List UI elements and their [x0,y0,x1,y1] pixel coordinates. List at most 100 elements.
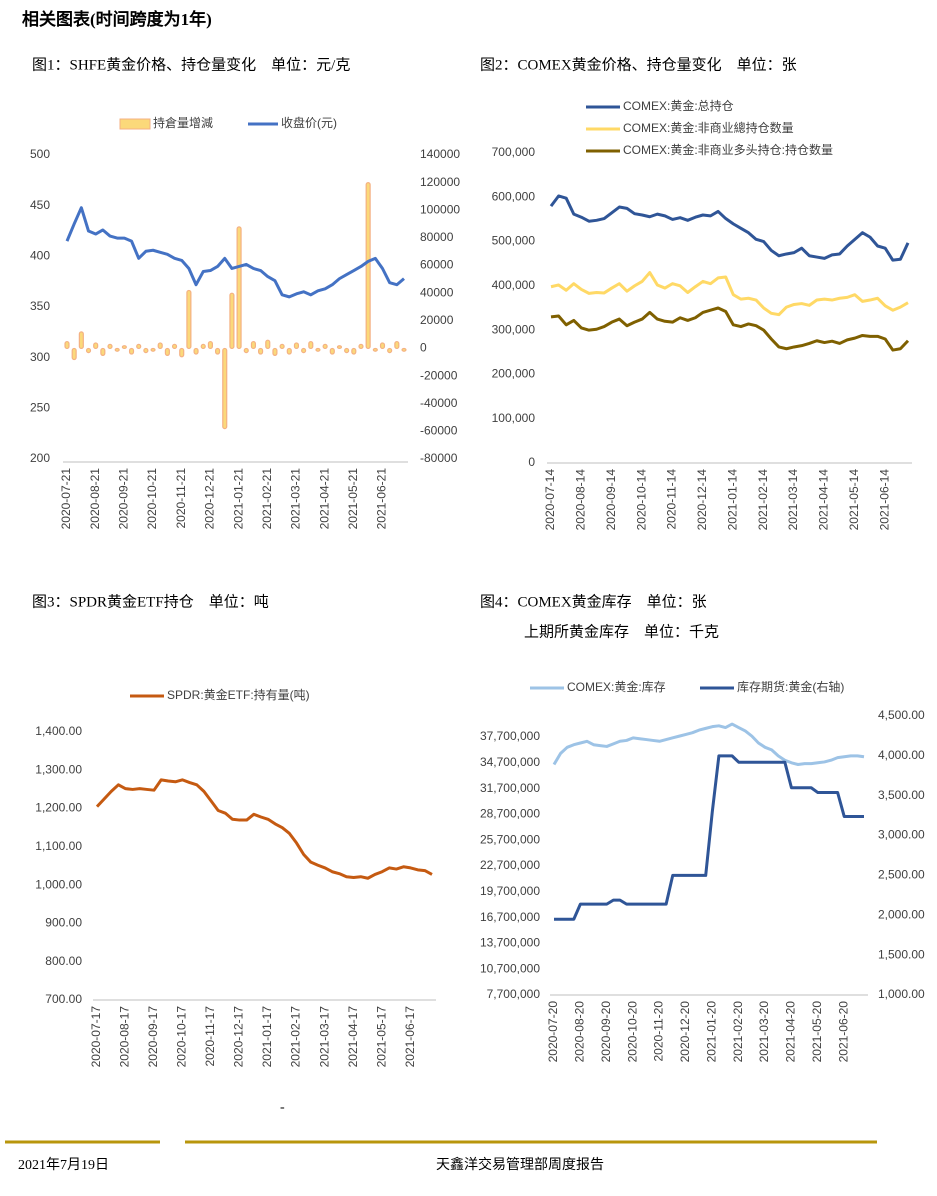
chart-title: 图3：SPDR黄金ETF持仓 单位：吨 [32,593,269,610]
legend-label: COMEX:黄金:非商业多头持仓:持仓数量 [623,142,833,157]
bar [293,342,300,350]
x-tick-label: 2020-10-21 [145,468,159,530]
bar [114,347,120,352]
x-tick-label: 2020-11-14 [665,469,679,530]
x-tick-label: 2020-07-14 [543,469,557,531]
line-series [550,306,910,352]
line-series [550,271,909,317]
x-tick-label: 2020-07-17 [89,1006,103,1068]
y-tick-label: 300,000 [492,322,536,336]
bar [379,342,386,350]
y-tick-label: 140000 [420,147,460,161]
bar [387,347,393,354]
bar [93,342,99,350]
bar [157,342,163,350]
y-tick-label: 34,700,000 [480,755,540,769]
bar [229,292,235,350]
x-tick-label: 2020-10-20 [625,1001,639,1063]
x-tick-label: 2021-06-14 [877,469,891,531]
bar [394,340,400,350]
x-tick-label: 2021-06-17 [403,1006,417,1068]
y-tick-label: 4,500.00 [878,708,925,722]
y-tick-label: 80000 [420,230,454,244]
bar [336,345,343,350]
x-tick-label: 2020-09-14 [604,469,618,531]
y-tick-label: 700,000 [492,145,536,159]
x-tick-label: 2020-09-17 [146,1006,160,1068]
y-tick-label: 22,700,000 [480,858,540,872]
bar [344,347,350,354]
y-tick-label: 600,000 [492,189,536,203]
bar [329,347,335,355]
legend-swatch [119,118,151,130]
bar [207,340,213,350]
bar [250,340,256,350]
bar [71,347,77,361]
x-tick-label: 2020-08-20 [573,1001,587,1063]
y-tick-label: -80000 [420,451,458,465]
x-tick-label: 2021-01-20 [704,1001,718,1063]
y-tick-label: 4,000.00 [878,748,925,762]
y-tick-label: 900.00 [45,916,82,930]
bar [401,347,407,352]
x-tick-label: 2021-04-21 [317,468,331,530]
y-tick-label: 800.00 [45,954,82,968]
y-tick-label: 2,000.00 [878,907,925,921]
x-tick-label: 2021-01-21 [231,468,245,530]
y-tick-label: 10,700,000 [480,961,540,975]
x-tick-label: 2020-10-17 [175,1006,189,1068]
y-tick-label: 1,200.00 [35,801,82,815]
y-tick-label: 16,700,000 [480,910,540,924]
chart-title: 图1：SHFE黄金价格、持仓量变化 单位：元/克 [32,56,350,73]
bar [200,343,206,350]
x-tick-label: 2020-10-14 [634,469,648,531]
bar [358,343,364,350]
y-tick-label: 7,700,000 [487,987,541,1001]
line-series [65,206,405,299]
bar [186,289,192,350]
bar [286,347,292,355]
x-tick-label: 2020-12-21 [203,468,217,530]
bar [215,347,221,355]
y-tick-label: 100,000 [492,411,536,425]
y-tick-label: 20000 [420,313,454,327]
footer-date: 2021年7月19日 [18,1157,109,1173]
bar [107,343,113,350]
x-tick-label: 2020-12-20 [678,1001,692,1063]
y-tick-label: 200,000 [492,367,536,381]
y-tick-label: 200 [30,451,50,465]
legend-label: COMEX:黄金:库存 [567,679,666,694]
y-tick-label: 25,700,000 [480,832,540,846]
y-tick-label: 40000 [420,285,454,299]
y-tick-label: 700.00 [45,992,82,1006]
y-tick-label: 2,500.00 [878,868,925,882]
bar [265,339,271,350]
x-tick-label: 2021-04-14 [817,469,831,531]
y-tick-label: 19,700,000 [480,884,540,898]
bar [365,182,371,350]
bar [128,347,135,355]
x-tick-label: 2021-06-20 [836,1001,850,1063]
bar [193,347,199,355]
y-tick-label: 1,500.00 [878,947,925,961]
bar [243,347,249,354]
y-tick-label: 13,700,000 [480,936,540,950]
chart-title: 图4：COMEX黄金库存 单位：张 [480,593,707,610]
legend-label: COMEX:黄金:总持仓 [623,98,734,113]
legend-label: 持倉量增減 [153,115,213,130]
legend-label: 库存期货:黄金(右轴) [737,679,844,694]
y-tick-label: 3,000.00 [878,828,925,842]
x-tick-label: 2021-06-21 [375,468,389,530]
bar [258,347,264,355]
bar [179,347,185,358]
x-tick-label: 2021-03-17 [317,1006,331,1068]
bar [272,347,278,356]
y-tick-label: 500 [30,147,50,161]
y-tick-label: 28,700,000 [480,807,540,821]
bar [236,226,242,350]
bar [121,345,127,350]
x-tick-label: 2021-03-21 [289,468,303,530]
legend-label: 收盘价(元) [281,115,337,130]
x-tick-label: 2020-08-17 [118,1006,132,1068]
